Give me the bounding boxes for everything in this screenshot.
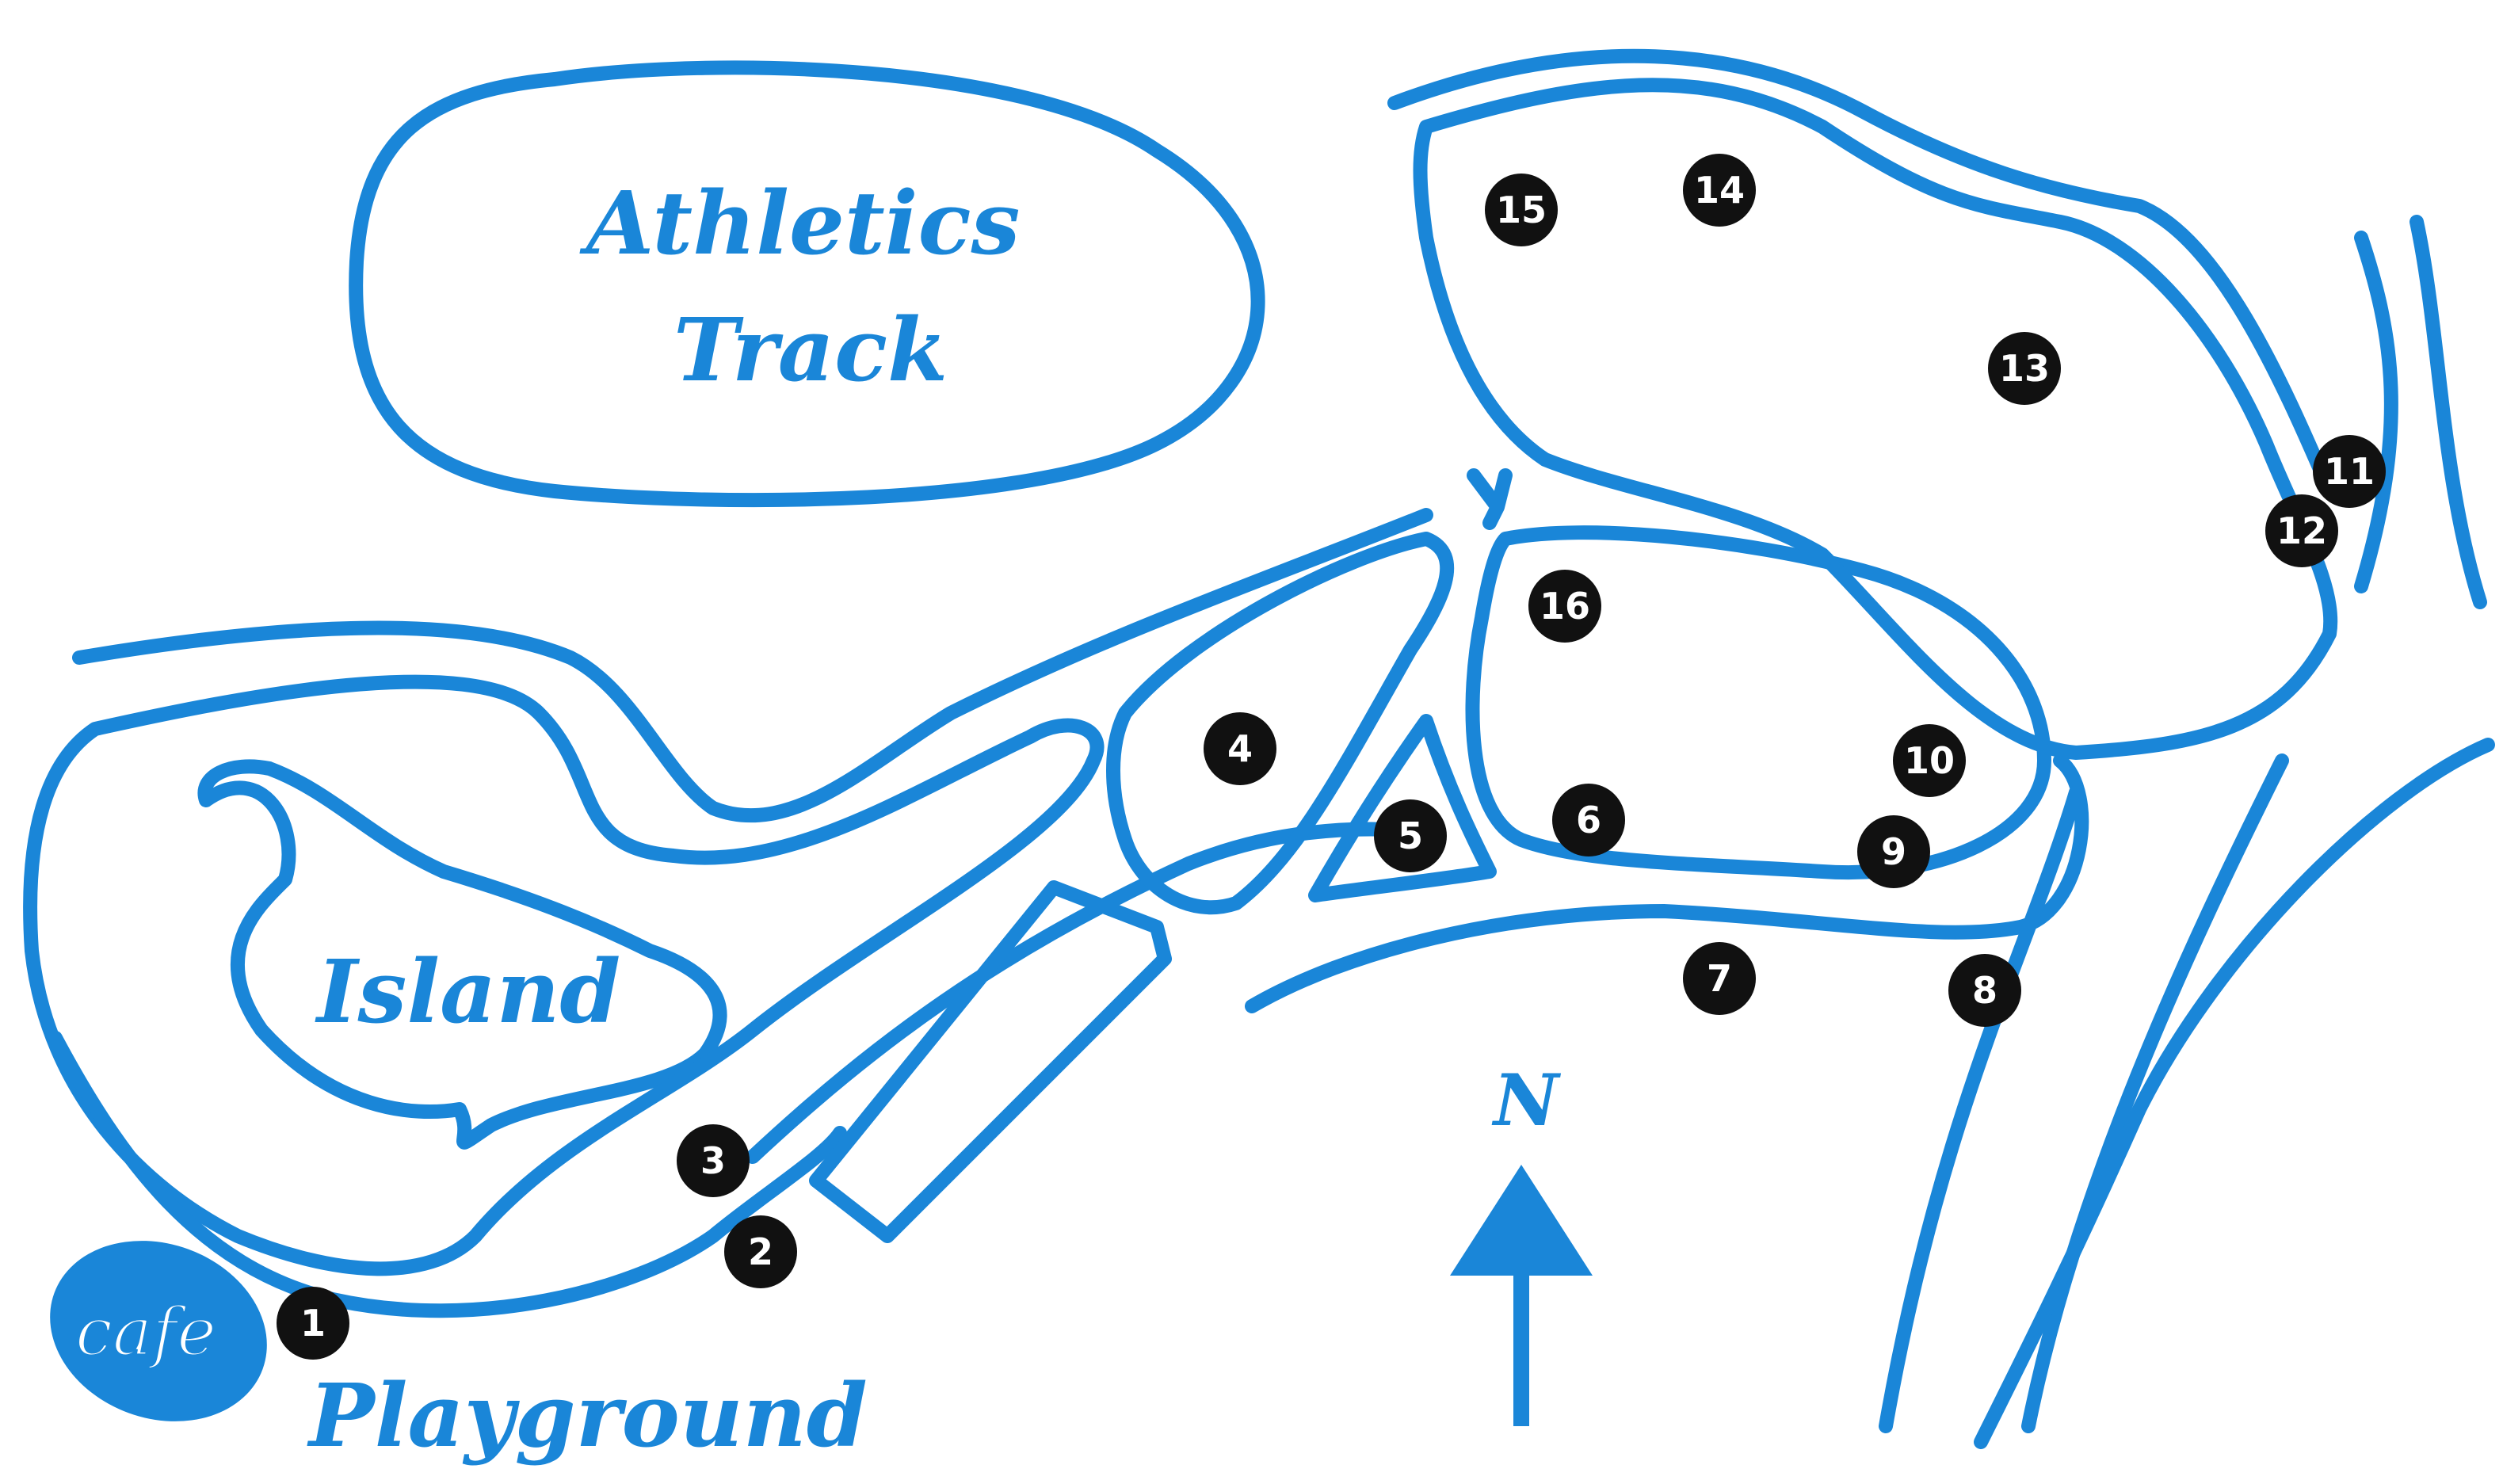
- marker-12: 12: [2265, 494, 2338, 567]
- athletics-track-label-line2: Track: [673, 299, 948, 401]
- athletics-track-outline: [349, 60, 1265, 508]
- marker-4: 4: [1204, 712, 1276, 785]
- svg-text:11: 11: [2324, 450, 2375, 493]
- marker-16: 16: [1528, 570, 1601, 643]
- marker-14: 14: [1683, 154, 1756, 227]
- marker-9: 9: [1857, 815, 1930, 888]
- junction-mark: [1467, 468, 1513, 530]
- svg-text:14: 14: [1694, 169, 1745, 212]
- marker-3: 3: [677, 1124, 750, 1197]
- svg-text:15: 15: [1496, 189, 1547, 231]
- marker-8: 8: [1948, 954, 2021, 1027]
- north-west-path: [72, 508, 1433, 823]
- marker-5: 5: [1374, 799, 1447, 872]
- svg-text:4: 4: [1227, 727, 1253, 770]
- marker-10: 10: [1893, 724, 1966, 797]
- south-central-path: [1245, 753, 2089, 1013]
- island-outline: [197, 759, 727, 1150]
- rectangle-area: [809, 880, 1172, 1243]
- svg-text:13: 13: [1999, 347, 2050, 390]
- marker-11: 11: [2313, 435, 2386, 508]
- south-east-path-2: [1974, 738, 2495, 1449]
- svg-text:5: 5: [1398, 814, 1423, 857]
- athletics-track-label-line1: Athletics: [579, 172, 1020, 274]
- playground-label: Playground: [307, 1364, 868, 1467]
- svg-text:10: 10: [1904, 739, 1955, 782]
- south-east-path-1: [2021, 753, 2289, 1433]
- svg-text:12: 12: [2276, 509, 2327, 552]
- svg-text:16: 16: [1540, 585, 1590, 628]
- east-path-1: [2354, 231, 2398, 593]
- svg-text:9: 9: [1881, 830, 1906, 873]
- north-outer-path: [1387, 48, 2337, 498]
- marker-4-area: [1106, 532, 1455, 915]
- south-east-path-3: [1879, 785, 2083, 1433]
- svg-text:1: 1: [300, 1302, 326, 1345]
- north-loop: [1413, 78, 2338, 760]
- marker-13: 13: [1988, 332, 2061, 405]
- cafe-label: cafe: [75, 1293, 216, 1371]
- east-path-2: [2410, 215, 2487, 609]
- marker-1: 1: [277, 1287, 349, 1360]
- marker-2: 2: [724, 1215, 797, 1288]
- south-west-path: [48, 1031, 847, 1318]
- marker-7: 7: [1683, 942, 1756, 1015]
- marker-5-area: [1308, 714, 1497, 902]
- north-label: N: [1491, 1059, 1562, 1143]
- marker-6: 6: [1552, 784, 1625, 856]
- svg-text:8: 8: [1972, 969, 1997, 1012]
- island-label: Island: [315, 940, 620, 1043]
- cafe-area: cafe: [50, 1241, 267, 1421]
- lower-central-path: [746, 822, 1433, 1164]
- svg-text:7: 7: [1707, 957, 1732, 1000]
- svg-text:3: 3: [700, 1139, 726, 1182]
- marker-15: 15: [1485, 174, 1558, 246]
- svg-text:2: 2: [748, 1230, 773, 1273]
- north-arrow-icon: [1450, 1165, 1593, 1426]
- svg-text:6: 6: [1576, 799, 1601, 841]
